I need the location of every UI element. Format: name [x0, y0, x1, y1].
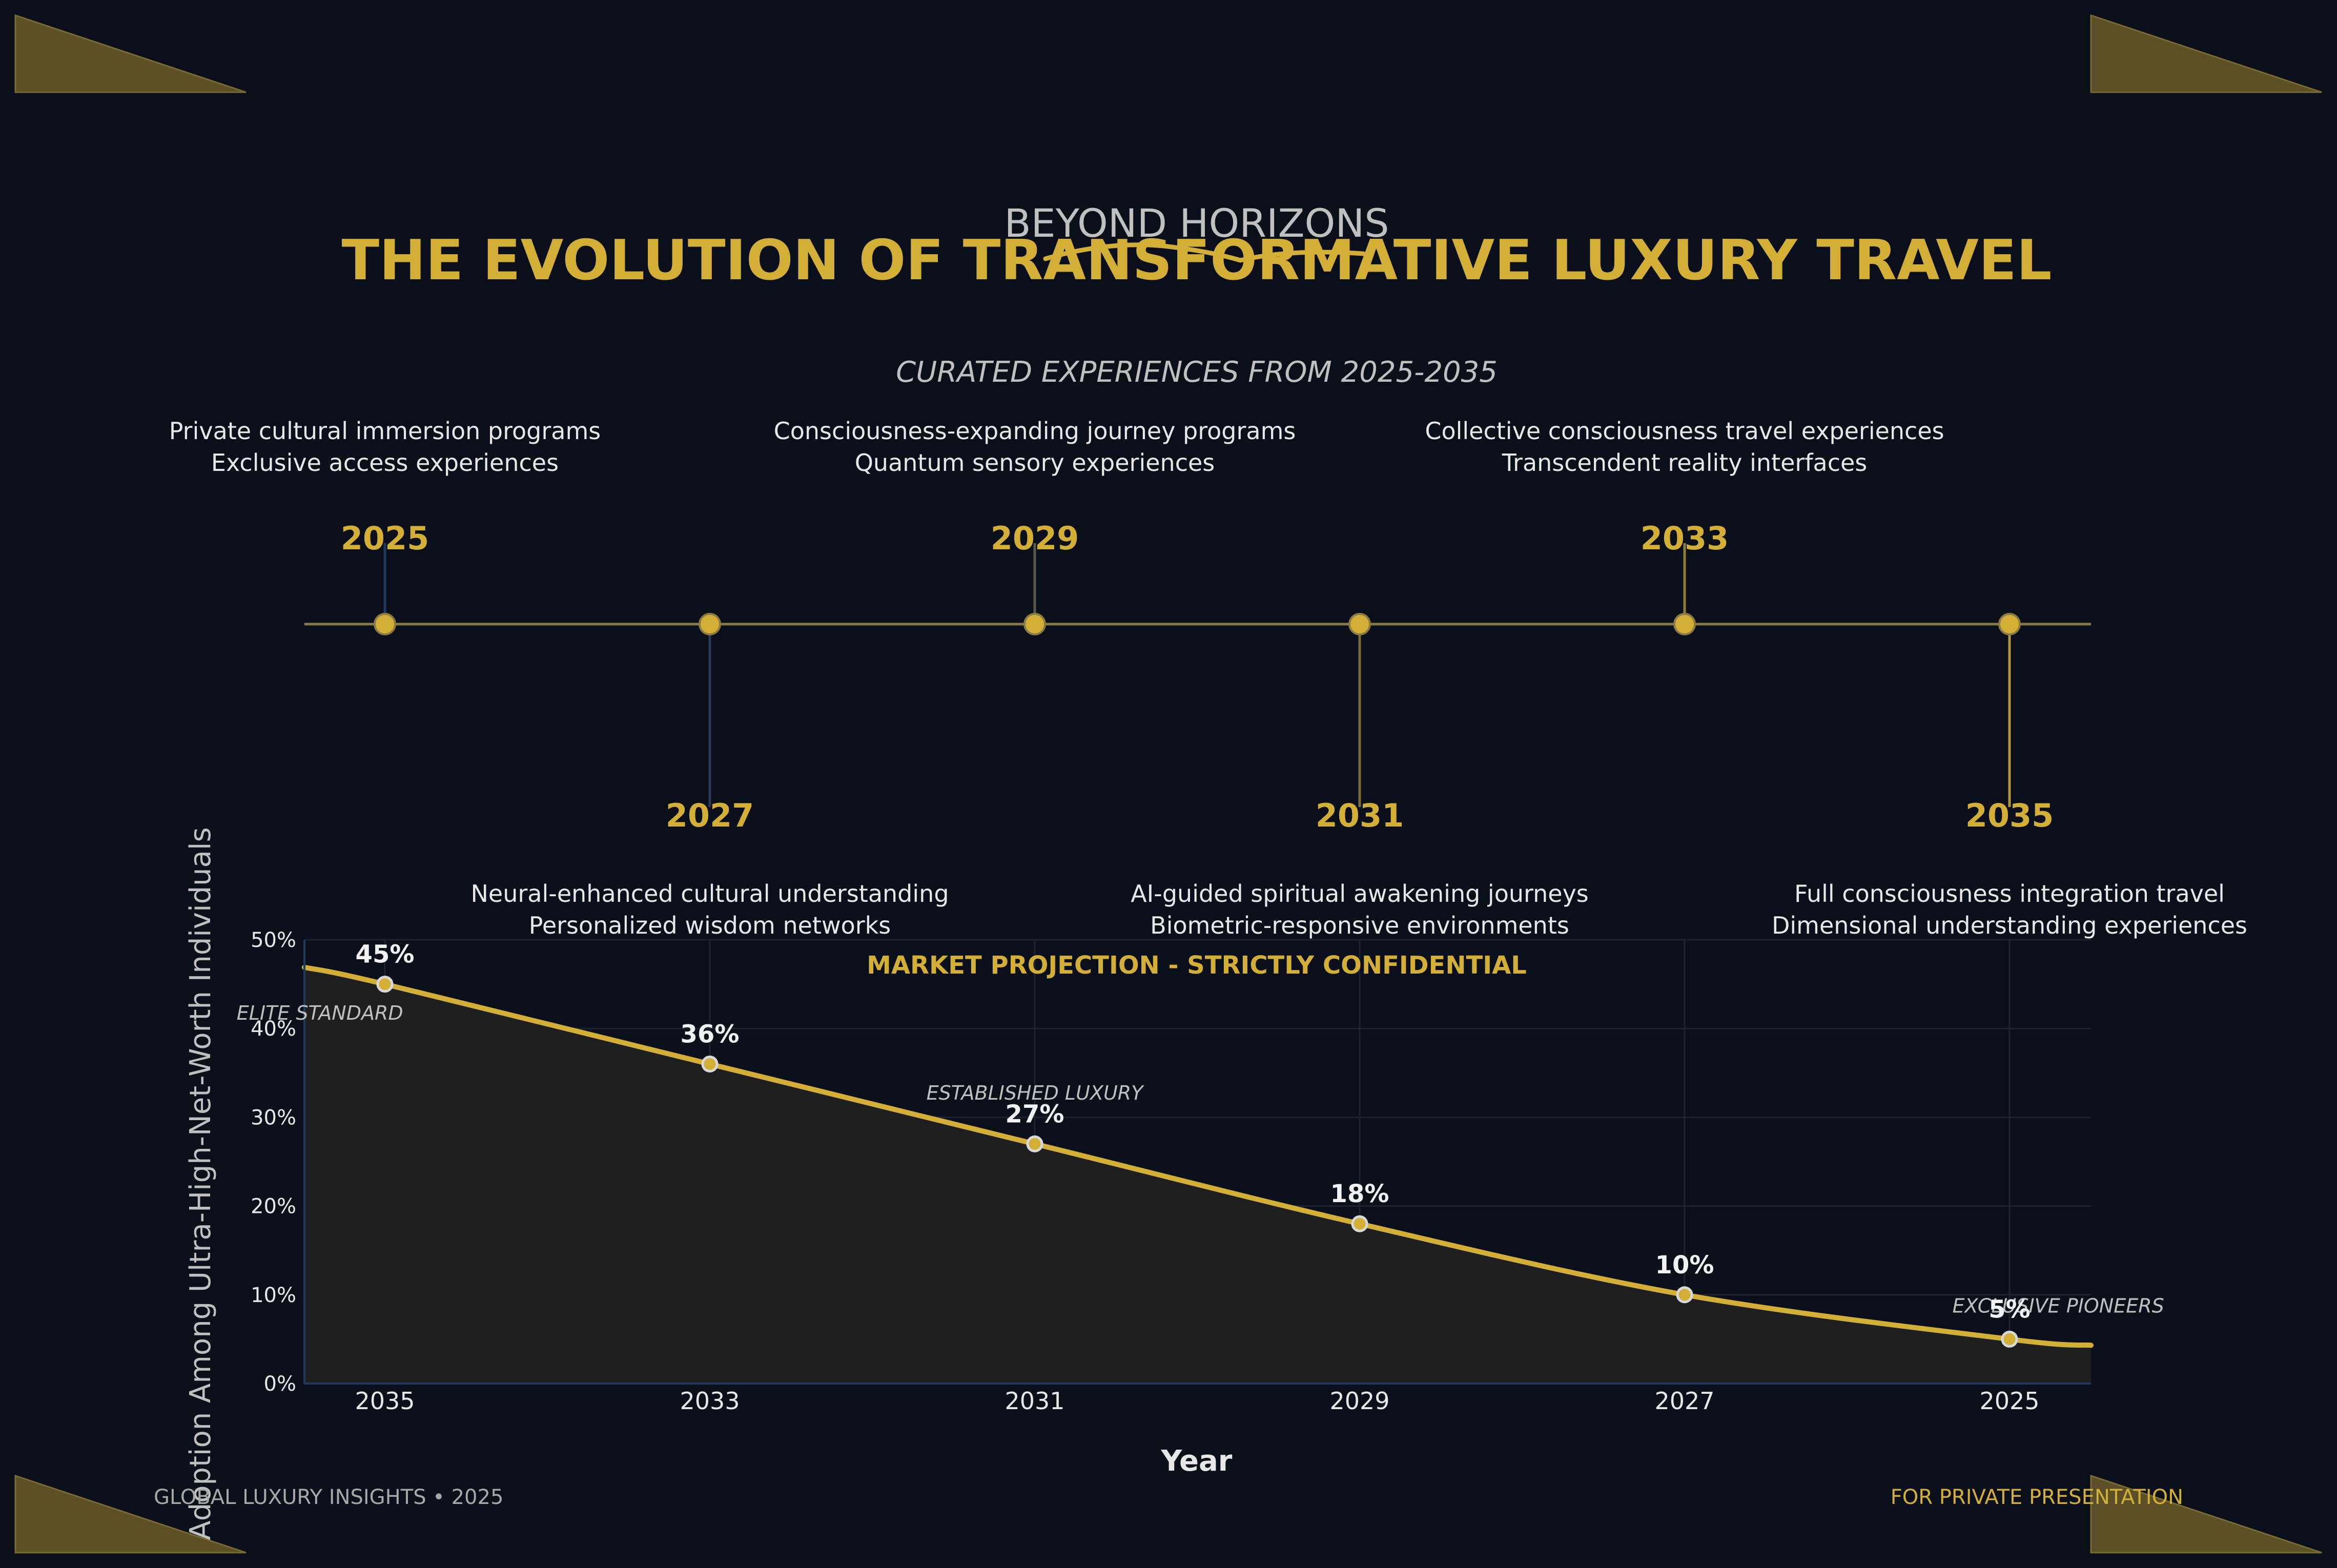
- title-flourish: [1043, 242, 1366, 263]
- timeline-milestone: 2035 Full consciousness integration trave…: [1772, 613, 2247, 939]
- header-kicker: BEYOND HORIZONS: [1004, 200, 1389, 246]
- y-tick-label: 50%: [251, 929, 296, 952]
- data-label: 10%: [1655, 1251, 1714, 1280]
- timeline: 2025 Private cultural immersion programs E…: [169, 417, 2247, 939]
- data-label: 36%: [681, 1020, 740, 1048]
- data-label: 18%: [1330, 1180, 1389, 1208]
- x-axis-title: Year: [1161, 1445, 1233, 1478]
- timeline-description-line: Neural-enhanced cultural understanding: [470, 880, 949, 907]
- chart-annotation: ELITE STANDARD: [237, 1002, 403, 1024]
- timeline-year: 2029: [991, 520, 1079, 557]
- data-point: [1026, 1135, 1043, 1152]
- timeline-description-line: Exclusive access experiences: [211, 449, 559, 477]
- corner-ornament-top-left: [14, 14, 247, 93]
- x-tick-label: 2025: [1979, 1387, 2039, 1415]
- timeline-milestone: 2027 Neural-enhanced cultural understandi…: [470, 613, 949, 939]
- timeline-description-line: Private cultural immersion programs: [169, 417, 601, 445]
- corner-ornament-bottom-left: [14, 1474, 247, 1554]
- page-title: THE EVOLUTION OF TRANSFORMATIVE LUXURY T…: [342, 229, 2052, 293]
- timeline-description-line: Consciousness-expanding journey programs: [774, 417, 1296, 445]
- timeline-description-line: Collective consciousness travel experien…: [1425, 417, 1944, 445]
- chart-annotation: EXCLUSIVE PIONEERS: [1952, 1294, 2164, 1317]
- area-fill: [304, 967, 2091, 1384]
- x-tick-label: 2029: [1329, 1387, 1389, 1415]
- y-axis-title: Adoption Among Ultra-High-Net-Worth Indi…: [184, 827, 217, 1540]
- timeline-marker: [1673, 613, 1696, 635]
- timeline-year: 2027: [666, 797, 754, 834]
- chart-title: MARKET PROJECTION - STRICTLY CONFIDENTIA…: [867, 951, 1527, 980]
- market-projection-chart: 0% 10% 20% 30% 40% 50% 2035 2033 2031 2029 2027 202…: [184, 827, 2164, 1540]
- timeline-milestone: 2031 AI-guided spiritual awakening journe…: [1131, 613, 1589, 939]
- y-tick-label: 20%: [251, 1195, 296, 1219]
- x-tick-label: 2031: [1004, 1387, 1064, 1415]
- footer-left: GLOBAL LUXURY INSIGHTS • 2025: [154, 1486, 503, 1509]
- x-tick-label: 2033: [680, 1387, 740, 1415]
- data-point: [701, 1055, 719, 1072]
- timeline-description-line: Dimensional understanding experiences: [1772, 912, 2247, 939]
- timeline-year: 2033: [1641, 520, 1729, 557]
- timeline-description-line: Biometric-responsive environments: [1150, 912, 1569, 939]
- timeline-marker: [374, 613, 396, 635]
- timeline-marker: [1348, 613, 1371, 635]
- x-tick-label: 2027: [1654, 1387, 1714, 1415]
- data-point: [1676, 1286, 1693, 1304]
- timeline-milestone: 2025 Private cultural immersion programs E…: [169, 417, 601, 635]
- timeline-milestone: 2029 Consciousness-expanding journey prog…: [774, 417, 1296, 635]
- timeline-marker: [699, 613, 721, 635]
- corner-ornaments: [14, 14, 2322, 1554]
- timeline-description-line: Full consciousness integration travel: [1794, 880, 2225, 907]
- series-line: [302, 964, 2094, 1348]
- timeline-description-line: Transcendent reality interfaces: [1502, 449, 1868, 477]
- timeline-description-line: AI-guided spiritual awakening journeys: [1131, 880, 1589, 907]
- corner-ornament-top-right: [2090, 14, 2322, 93]
- y-tick-label: 40%: [251, 1017, 296, 1041]
- timeline-year: 2025: [341, 520, 429, 557]
- data-label: 27%: [1006, 1100, 1064, 1128]
- x-tick-label: 2035: [355, 1387, 415, 1415]
- corner-ornament-bottom-right: [2090, 1474, 2322, 1554]
- footer-right: FOR PRIVATE PRESENTATION: [1891, 1486, 2183, 1509]
- timeline-marker: [1023, 613, 1046, 635]
- data-label: 5%: [1988, 1295, 2031, 1324]
- timeline-marker: [1998, 613, 2021, 635]
- header: BEYOND HORIZONS THE EVOLUTION OF TRANSFO…: [342, 200, 2052, 389]
- timeline-year: 2035: [1965, 797, 2054, 834]
- y-tick-label: 0%: [264, 1372, 296, 1396]
- data-point: [1351, 1215, 1368, 1232]
- timeline-year: 2031: [1316, 797, 1404, 834]
- page-subtitle: CURATED EXPERIENCES FROM 2025-2035: [896, 356, 1498, 389]
- timeline-description-line: Personalized wisdom networks: [529, 912, 891, 939]
- y-tick-label: 10%: [251, 1284, 296, 1307]
- timeline-description-line: Quantum sensory experiences: [855, 449, 1215, 477]
- y-tick-label: 30%: [251, 1106, 296, 1129]
- chart-annotation: ESTABLISHED LUXURY: [927, 1082, 1145, 1104]
- timeline-milestone: 2033 Collective consciousness travel expe…: [1425, 417, 1944, 635]
- data-point: [376, 976, 394, 993]
- footer: GLOBAL LUXURY INSIGHTS • 2025 FOR PRIVAT…: [154, 1486, 2183, 1509]
- data-label: 45%: [356, 940, 415, 969]
- data-point: [2001, 1330, 2018, 1348]
